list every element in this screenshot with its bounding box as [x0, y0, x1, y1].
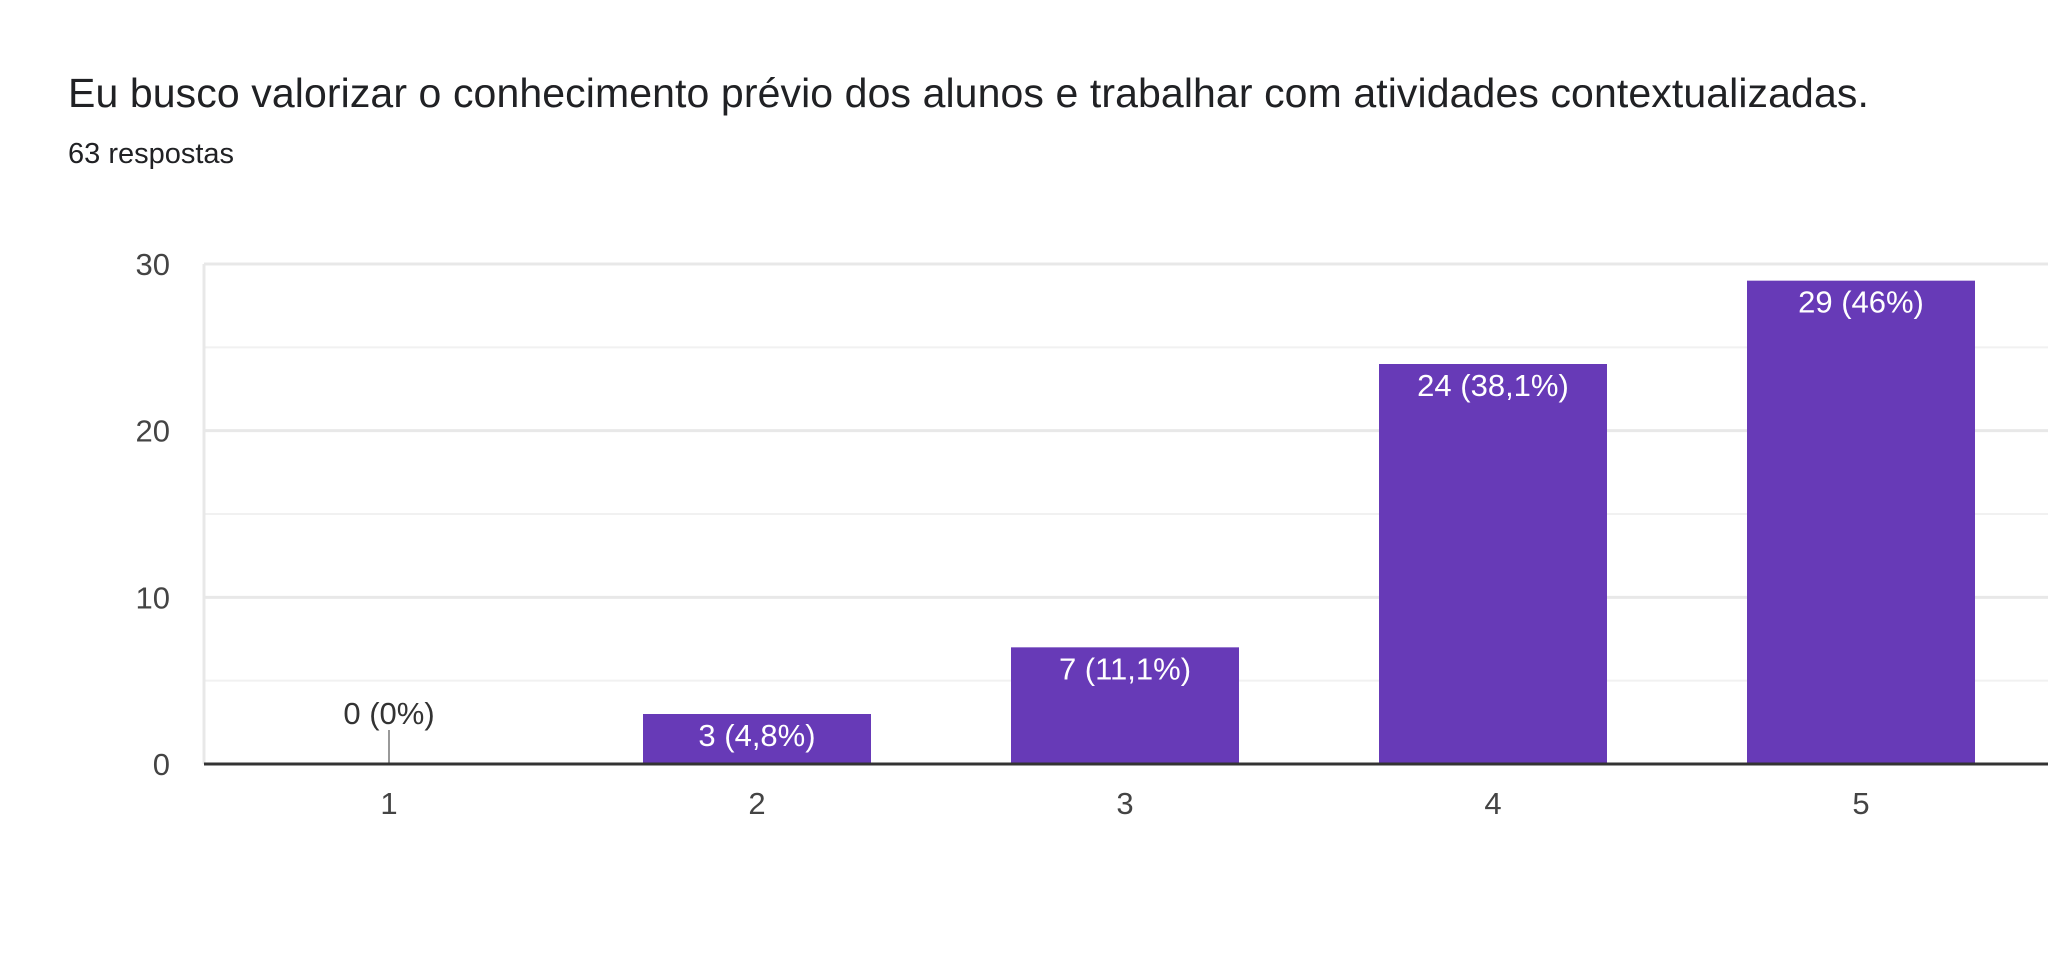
x-axis-ticks: 1 2 3 4 5 [380, 786, 1869, 821]
data-label: 0 (0%) [343, 696, 434, 731]
x-tick-label: 5 [1852, 786, 1869, 821]
bars [388, 280, 1975, 764]
y-tick-label: 10 [136, 580, 170, 615]
bar [1379, 364, 1607, 764]
bar [1747, 280, 1975, 764]
y-tick-label: 0 [153, 747, 170, 782]
y-tick-label: 20 [136, 414, 170, 449]
x-tick-label: 4 [1484, 786, 1501, 821]
bar [643, 714, 871, 764]
y-tick-label: 30 [136, 247, 170, 282]
data-label: 3 (4,8%) [698, 718, 815, 753]
x-tick-label: 1 [380, 786, 397, 821]
data-label: 24 (38,1%) [1417, 368, 1569, 403]
data-label: 29 (46%) [1798, 285, 1924, 320]
x-tick-label: 3 [1116, 786, 1133, 821]
x-tick-label: 2 [748, 786, 765, 821]
response-count: 63 respostas [68, 138, 235, 170]
bar [1011, 647, 1239, 764]
data-label: 7 (11,1%) [1059, 651, 1191, 686]
chart-title: Eu busco valorizar o conhecimento prévio… [68, 70, 1869, 116]
grid-lines [202, 262, 2048, 764]
data-labels: 0 (0%) 3 (4,8%) 7 (11,1%) 24 (38,1%) 29 (46%… [343, 285, 1924, 753]
y-axis-ticks: 0 10 20 30 [136, 247, 170, 782]
